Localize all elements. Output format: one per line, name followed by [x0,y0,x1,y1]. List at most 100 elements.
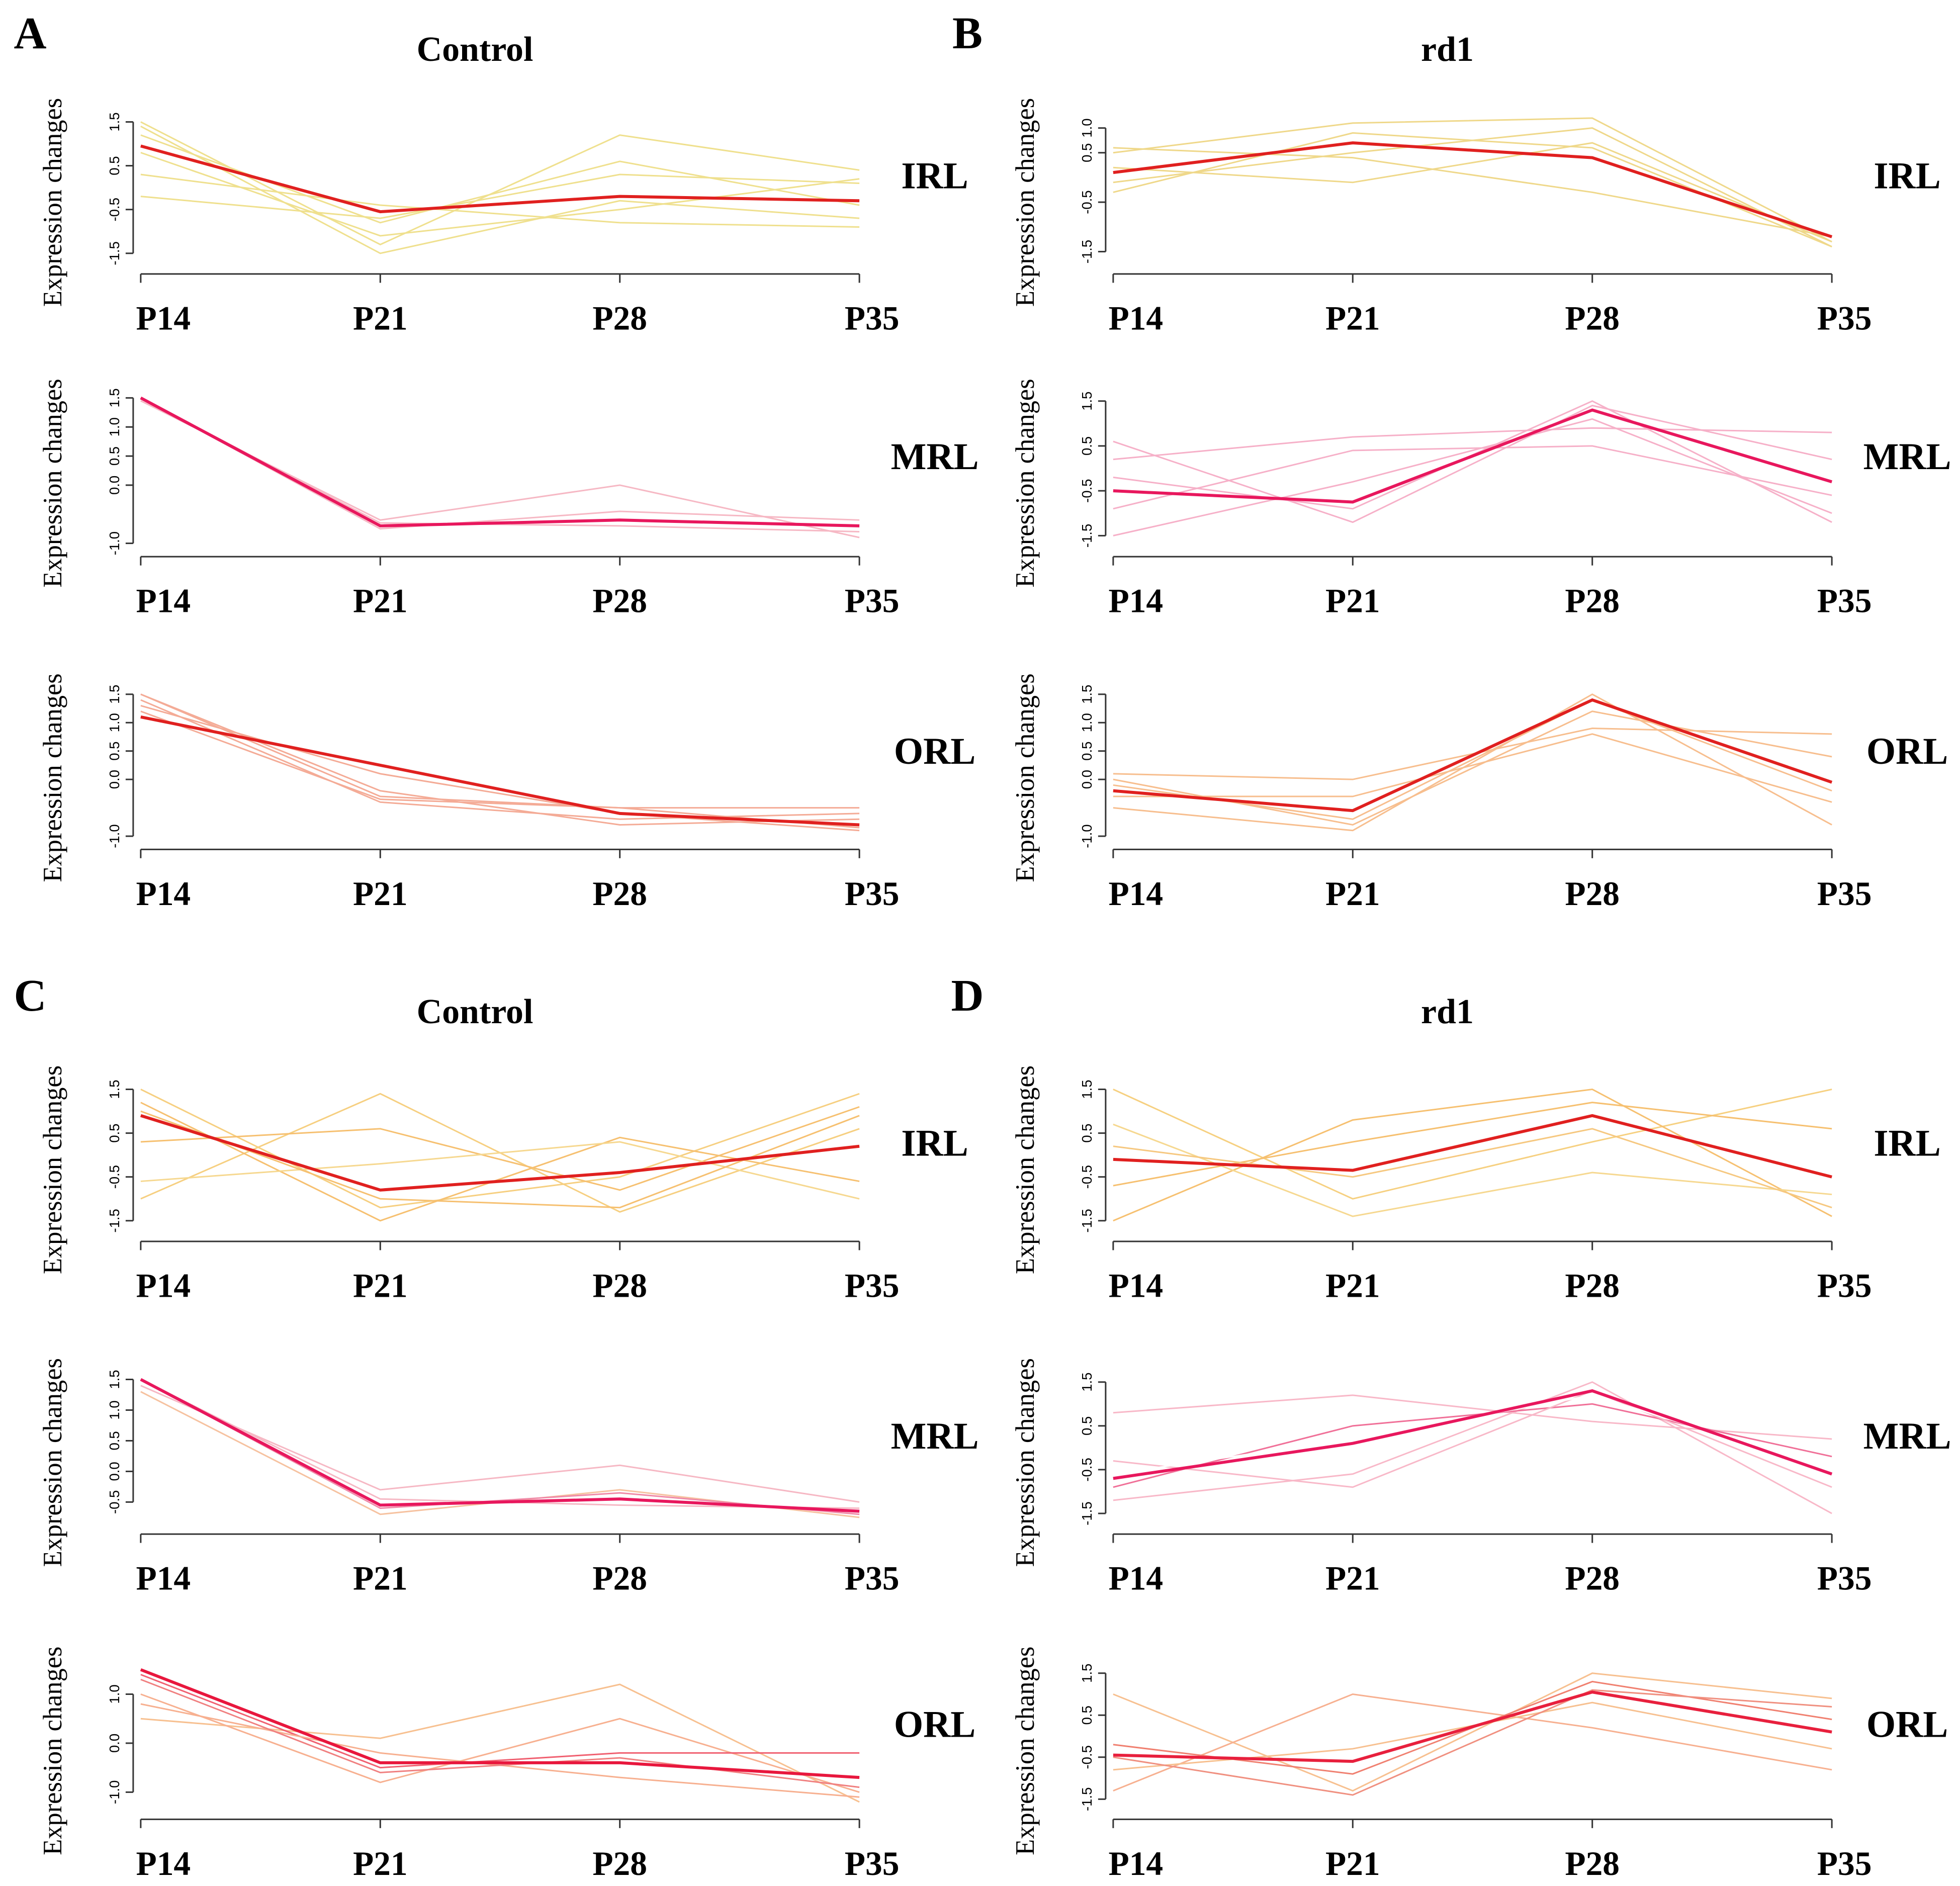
gene-line [1113,427,1832,461]
chart-title: rd1 [1421,993,1474,1031]
layer-label: IRL [1874,1123,1940,1164]
gene-line [1113,147,1832,238]
y-tick-label: 0.5 [107,156,122,175]
gene-line [1113,699,1832,820]
y-tick-label: 0.5 [1079,1416,1095,1435]
gene-line [140,704,860,832]
x-tick-label: P28 [1565,1267,1620,1304]
gene-line [1113,418,1832,536]
gene-line [140,400,860,538]
panel-label: A [14,9,46,58]
layer-label: MRL [1863,1415,1951,1457]
y-axis-label: Expression changes [38,1647,67,1855]
gene-line [140,699,860,820]
y-tick-label: -1.5 [1079,524,1095,548]
x-tick-label: P28 [592,1560,647,1597]
x-tick-label: P14 [1109,1267,1164,1304]
x-tick-label: P14 [1109,299,1164,337]
gene-line [140,1089,860,1209]
x-tick-label: P21 [1325,1845,1380,1882]
x-tick-label: P35 [845,1267,900,1304]
mean-line [140,1668,860,1779]
x-tick-label: P28 [1565,299,1620,337]
y-tick-label: 1.0 [107,1684,122,1703]
gene-line [140,121,860,246]
y-tick-label: -1.5 [1079,1787,1095,1811]
y-tick-label: 0.5 [107,1431,122,1450]
gene-line [140,1693,860,1793]
x-tick-label: P35 [845,875,900,913]
chart-title: rd1 [1421,30,1474,69]
gene-line [140,397,860,530]
gene-line [1113,710,1832,826]
x-tick-label: P14 [1109,1845,1164,1882]
x-tick-label: P28 [592,299,647,337]
y-tick-label: 0.5 [1079,143,1095,162]
y-tick-label: 1.0 [107,713,122,732]
x-tick-label: P21 [1325,299,1380,337]
gene-line [140,1385,860,1503]
mean-line [140,1114,860,1192]
gene-line [140,173,860,219]
y-tick-label: 1.5 [107,685,122,704]
layer-label: IRL [901,155,968,197]
gene-line [140,125,860,254]
y-tick-label: -0.5 [1079,1458,1095,1481]
y-axis-label: Expression changes [1011,1358,1040,1567]
y-tick-label: -1.5 [107,241,122,265]
y-tick-label: -1.0 [107,531,122,555]
x-tick-label: P35 [1817,1560,1872,1597]
gene-line [1113,127,1832,247]
y-tick-label: 1.5 [1079,1664,1095,1683]
x-tick-label: P14 [136,582,191,620]
y-tick-label: 0.0 [107,476,122,495]
y-axis-label: Expression changes [38,673,67,882]
x-tick-label: P28 [1565,1560,1620,1597]
gene-line [140,173,860,228]
y-tick-label: 0.5 [1079,436,1095,456]
gene-line [1113,142,1832,243]
x-tick-label: P35 [1817,582,1872,620]
layer-label: MRL [1863,436,1951,478]
y-tick-label: -1.0 [107,1780,122,1804]
layer-label: IRL [901,1123,968,1164]
x-tick-label: P14 [136,1267,191,1304]
mean-line [140,1378,860,1513]
y-tick-label: 1.5 [107,112,122,131]
panel-label: B [952,9,983,58]
x-tick-label: P28 [592,875,647,913]
y-axis-label: Expression changes [1011,673,1040,882]
x-tick-label: P14 [136,875,191,913]
y-axis-label: Expression changes [1011,98,1040,307]
x-tick-label: P14 [136,299,191,337]
gene-line [1113,693,1832,832]
gene-line [140,1683,860,1803]
y-tick-label: -0.5 [1079,1745,1095,1769]
y-tick-label: 0.0 [107,770,122,789]
y-tick-label: 1.5 [107,1370,122,1389]
layer-label: ORL [1866,731,1948,772]
panel-label: D [951,971,984,1021]
layer-label: ORL [894,731,975,772]
x-tick-label: P28 [1565,875,1620,913]
x-tick-label: P14 [1109,875,1164,913]
y-tick-label: 1.5 [107,388,122,407]
gene-line [1113,1390,1832,1488]
y-tick-label: 1.0 [1079,119,1095,138]
y-tick-label: -1.5 [1079,1501,1095,1525]
gene-line [1113,1128,1832,1209]
gene-line [140,1110,860,1209]
x-tick-label: P28 [592,1267,647,1304]
y-tick-label: 0.0 [1079,770,1095,789]
gene-line [1113,405,1832,523]
gene-line [1113,1123,1832,1217]
gene-line [140,693,860,809]
x-tick-label: P21 [1325,1560,1380,1597]
x-tick-label: P21 [353,1845,408,1882]
y-tick-label: 0.5 [1079,742,1095,761]
y-axis-label: Expression changes [38,1358,67,1567]
x-tick-label: P14 [1109,1560,1164,1597]
x-tick-label: P28 [592,1845,647,1882]
y-tick-label: 1.5 [1079,1080,1095,1099]
